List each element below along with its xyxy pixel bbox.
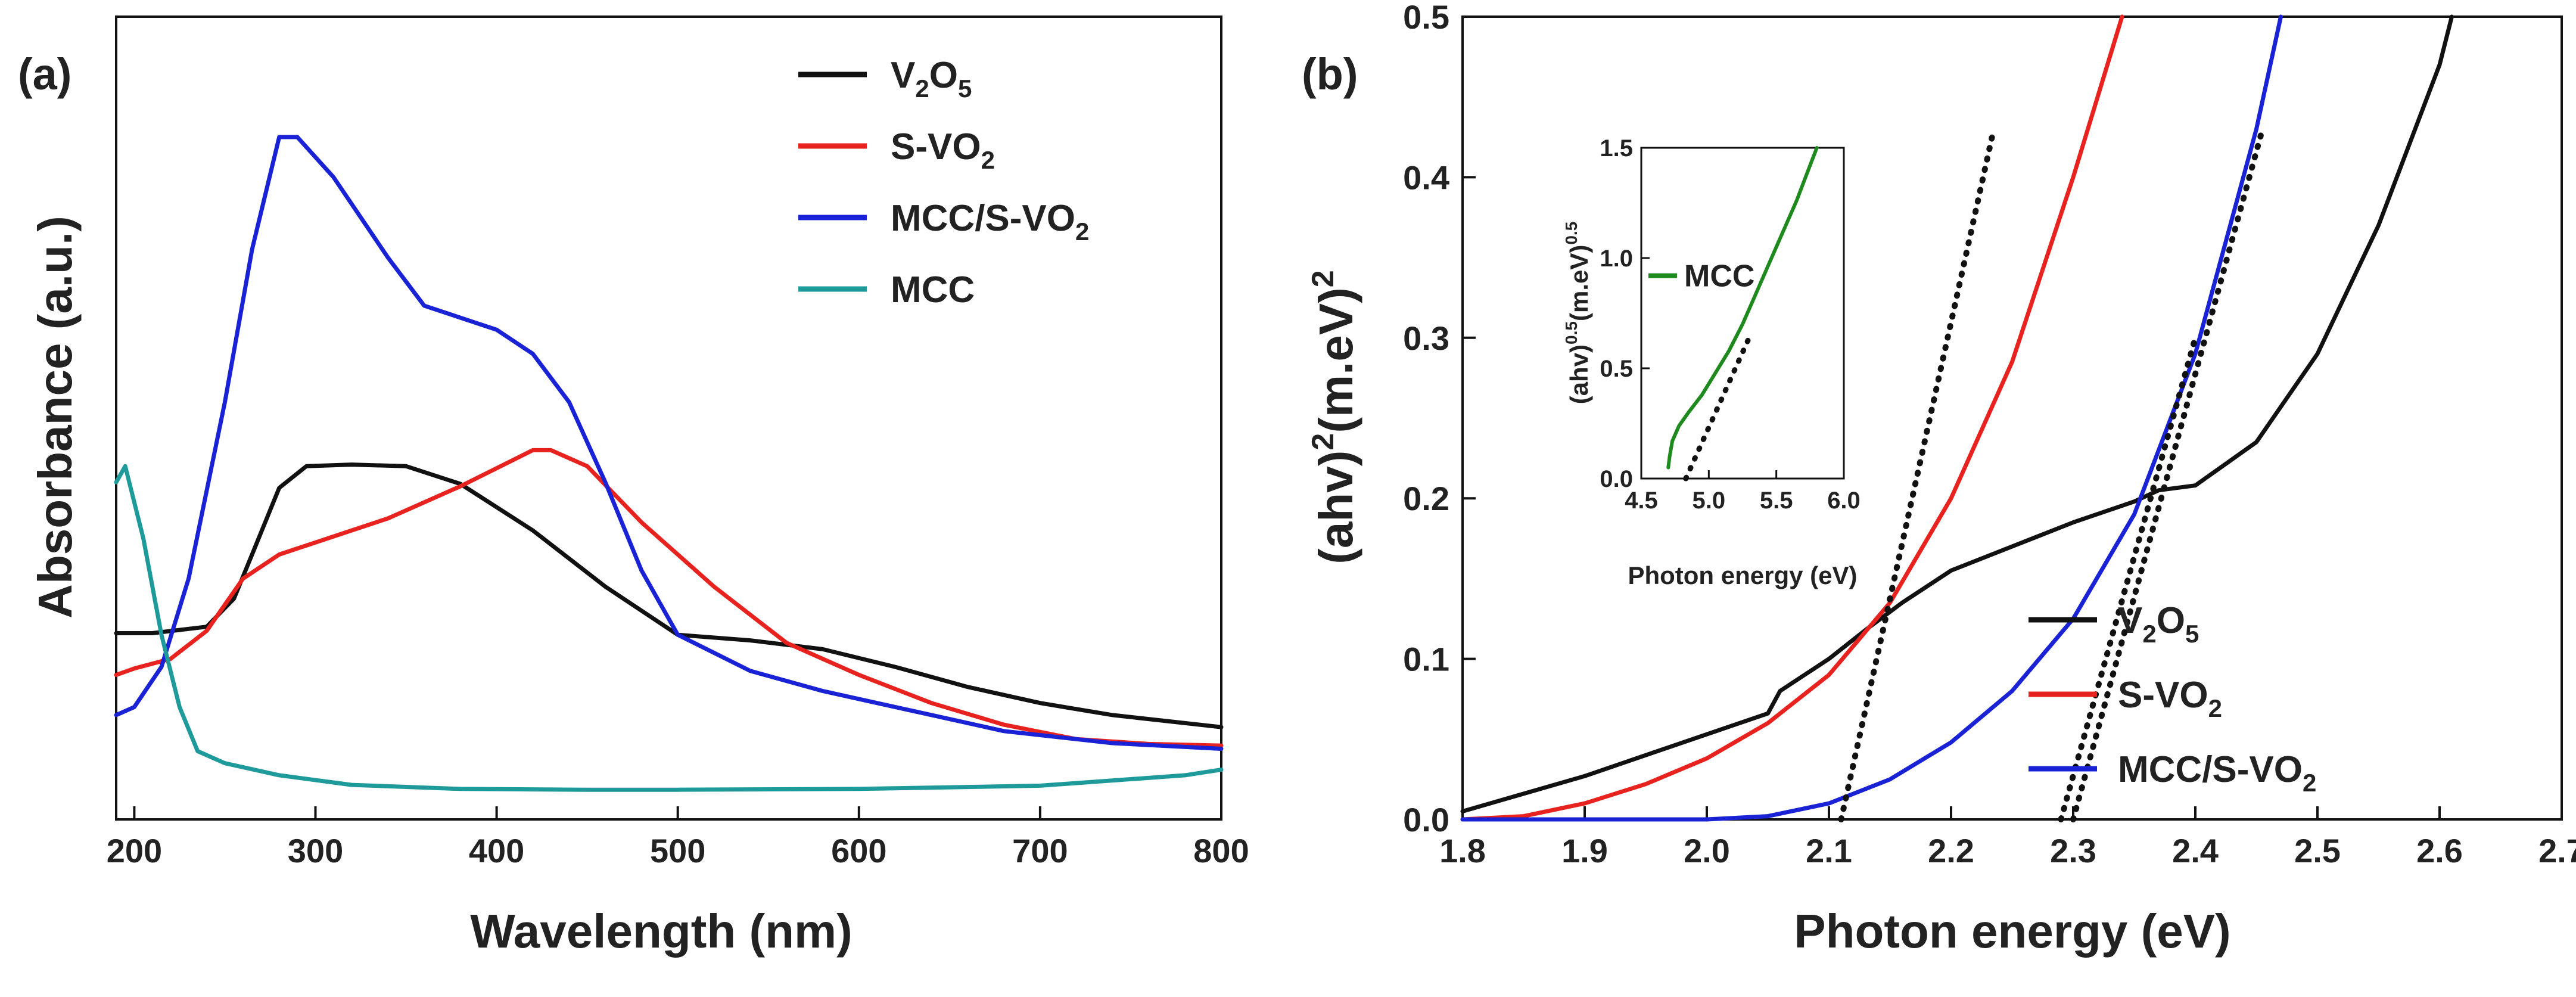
inset-x-tick-label: 4.5 — [1625, 487, 1658, 514]
panel-a-x-tick-label: 800 — [1193, 832, 1249, 869]
panel-a-series-s-vo2 — [114, 448, 1224, 748]
panel-b-x-axis-title: Photon energy (eV) — [1794, 905, 2230, 958]
panel-b-y-tick-label: 0.1 — [1403, 641, 1449, 678]
panel-b-x-tick-label: 2.1 — [1806, 832, 1852, 869]
panel-a-label: (a) — [18, 49, 71, 99]
panel-b-y-axis-title: (ahv)2​(m.eV)2​ — [1306, 270, 1362, 564]
panel-a: (a) 200 300 400 500 600 700 800 Wavelength (nm… — [18, 15, 1249, 958]
panel-a-legend: V2​O5​ S-VO2​ MCC/S-VO2​ MCC — [798, 55, 1089, 310]
inset-legend-label: MCC — [1684, 259, 1754, 294]
panel-a-legend-label: MCC — [891, 269, 975, 310]
panel-a-series-mcc — [114, 464, 1224, 792]
panel-b: (b) 1.8 1.9 2.0 2.1 2.2 2.3 2.4 2.5 2.6 2.7 0.00.… — [1302, 0, 2576, 958]
panel-b-y-tick-label: 0.5 — [1403, 0, 1449, 36]
panel-b-series-v2o5 — [1460, 14, 2454, 813]
panel-b-y-ticks: 0.0 0.1 0.2 0.3 0.4 0.5 — [1403, 0, 1476, 838]
panel-a-x-tick-label: 300 — [288, 832, 343, 869]
panel-a-x-tick-label: 200 — [107, 832, 162, 869]
panel-a-x-tick-label: 700 — [1012, 832, 1068, 869]
panel-a-legend-label: V2​O5​ — [891, 55, 972, 103]
panel-b-y-tick-label: 0.0 — [1403, 801, 1449, 838]
panel-b-x-tick-label: 2.3 — [2050, 832, 2096, 869]
panel-b-x-tick-label: 2.5 — [2294, 832, 2341, 869]
inset-y-tick-label: 0.5 — [1600, 356, 1633, 382]
panel-a-x-tick-label: 600 — [831, 832, 886, 869]
panel-b-legend-label: MCC/S-VO2​ — [2118, 749, 2316, 797]
panel-a-plot-frame — [115, 15, 1222, 821]
inset-x-tick-label: 5.5 — [1760, 487, 1793, 514]
panel-a-legend-label: MCC/S-VO2​ — [891, 198, 1089, 246]
panel-b-x-ticks: 1.8 1.9 2.0 2.1 2.2 2.3 2.4 2.5 2.6 2.7 — [1439, 806, 2576, 869]
panel-b-y-tick-label: 0.4 — [1403, 159, 1449, 196]
panel-b-x-tick-label: 2.4 — [2172, 832, 2219, 869]
panel-b-x-tick-label: 2.6 — [2416, 832, 2463, 869]
panel-a-series-mcc-s-vo2 — [114, 135, 1224, 751]
inset-x-tick-label: 5.0 — [1693, 487, 1726, 514]
panel-a-legend-label: S-VO2​ — [891, 126, 995, 174]
inset-y-tick-label: 1.5 — [1600, 135, 1633, 161]
panel-b-x-tick-label: 1.8 — [1439, 832, 1486, 869]
inset-x-ticks: 4.5 5.0 5.5 6.0 — [1625, 470, 1861, 514]
panel-a-x-tick-label: 400 — [469, 832, 524, 869]
inset-legend: MCC — [1648, 259, 1754, 294]
inset-series — [1666, 146, 1819, 482]
panel-b-series-mcc-s-vo2-tangent — [2058, 334, 2198, 822]
inset-plot-frame — [1640, 147, 1845, 480]
inset-y-tick-label: 0.0 — [1600, 466, 1633, 492]
inset-x-axis-title: Photon energy (eV) — [1628, 561, 1857, 589]
inset-y-ticks: 0.0 0.5 1.0 1.5 — [1600, 135, 1650, 492]
inset-y-axis-title: (ahv)0.5​(m.eV)0.5​ — [1562, 222, 1593, 405]
panel-a-x-tick-label: 500 — [650, 832, 705, 869]
panel-b-x-tick-label: 2.7 — [2538, 832, 2576, 869]
panel-b-series-s-vo2-tangent — [1838, 126, 1997, 822]
panel-b-legend-label: S-VO2​ — [2118, 675, 2222, 722]
panel-b-series-v2o5-tangent — [2070, 126, 2266, 822]
inset-series-mcc-tangent — [1683, 334, 1752, 482]
inset-y-tick-label: 1.0 — [1600, 246, 1633, 272]
panel-b-x-tick-label: 2.2 — [1928, 832, 1974, 869]
panel-b-legend-label: V2​O5​ — [2118, 600, 2199, 648]
panel-b-y-tick-label: 0.3 — [1403, 319, 1449, 357]
panel-a-x-axis-title: Wavelength (nm) — [470, 905, 852, 958]
panel-b-x-tick-label: 2.0 — [1684, 832, 1730, 869]
panel-b-series-mcc-s-vo2 — [1460, 14, 2283, 822]
panel-b-y-tick-label: 0.2 — [1403, 480, 1449, 517]
panel-b-plot-frame — [1461, 15, 2563, 821]
panel-b-inset: 4.5 5.0 5.5 6.0 0.0 0.5 1.0 1.5 Photon energy … — [1562, 135, 1861, 589]
panel-a-series — [114, 135, 1224, 792]
panel-b-legend: V2​O5​ S-VO2​ MCC/S-VO2​ — [2029, 600, 2316, 797]
panel-b-label: (b) — [1302, 49, 1358, 99]
inset-x-tick-label: 6.0 — [1827, 487, 1861, 514]
panel-a-series-v2o5 — [114, 462, 1224, 729]
panel-a-y-axis-title: Absorbance (a.u.) — [29, 216, 82, 619]
panel-b-series-s-vo2 — [1460, 14, 2124, 822]
panel-b-series — [1460, 14, 2454, 822]
panel-b-x-tick-label: 1.9 — [1561, 832, 1608, 869]
panel-a-x-ticks: 200 300 400 500 600 700 800 — [107, 806, 1249, 869]
inset-series-mcc — [1666, 146, 1819, 470]
